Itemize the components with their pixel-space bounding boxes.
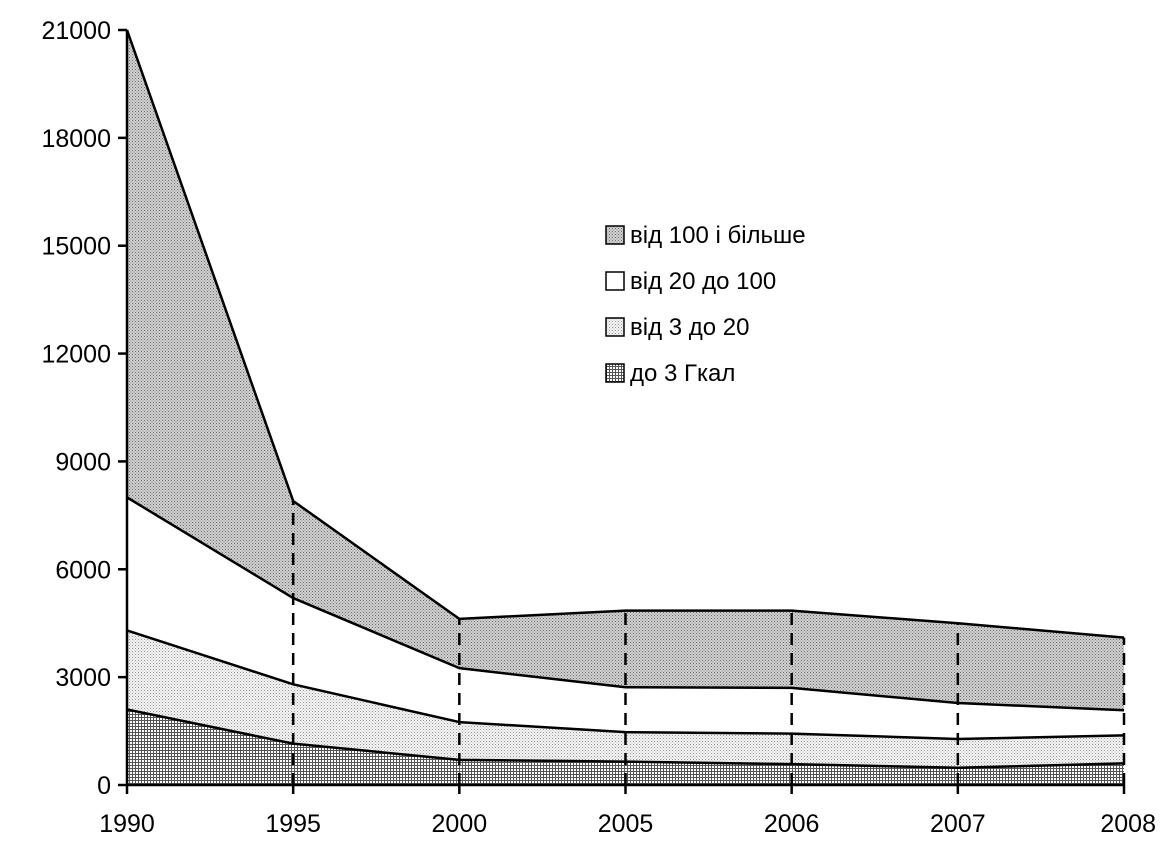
x-tick-label: 2005: [598, 810, 654, 838]
x-tick-label: 1995: [265, 810, 321, 838]
series-boundary-lines: [125, 29, 1125, 769]
y-tick-label: 9000: [55, 448, 111, 476]
y-axis-tick-labels: 0 3000 6000 9000 12000 15000 18000 21000: [41, 17, 111, 800]
series-line-4: [125, 29, 1125, 639]
x-tick-label: 2000: [432, 810, 488, 838]
legend-swatch: [605, 225, 625, 245]
area-series-3: [127, 497, 1124, 739]
area-series-4: [127, 30, 1124, 711]
series-line-3: [126, 496, 1125, 712]
legend-swatch: [605, 271, 625, 291]
y-tick-label: 6000: [55, 556, 111, 584]
legend-swatch: [605, 363, 625, 383]
axes: [118, 28, 1126, 794]
x-tick-label: 2007: [930, 810, 986, 838]
area-layers: [127, 30, 1124, 785]
y-tick-label: 12000: [41, 341, 111, 369]
x-axis-tick-labels: 1990 1995 2000 2005 2006 2007 2008: [99, 810, 1156, 838]
x-tick-label: 2008: [1100, 810, 1156, 838]
legend-label: від 3 до 20: [630, 314, 749, 341]
y-tick-label: 15000: [41, 233, 111, 261]
y-tick-label: 0: [97, 772, 111, 800]
y-tick-label: 3000: [55, 664, 111, 692]
legend: від 100 і більше від 20 до 100 від 3 до 20…: [605, 222, 806, 387]
area-series-2: [127, 630, 1124, 768]
legend-label: до 3 Гкал: [630, 360, 735, 387]
series-line-1: [126, 708, 1125, 769]
y-tick-label: 21000: [41, 17, 111, 45]
x-tick-label: 2006: [764, 810, 820, 838]
y-tick-label: 18000: [41, 125, 111, 153]
series-line-2: [126, 629, 1125, 741]
legend-label: від 100 і більше: [630, 222, 806, 249]
legend-swatch: [605, 317, 625, 337]
x-tick-label: 1990: [99, 810, 155, 838]
legend-label: від 20 до 100: [630, 268, 776, 295]
